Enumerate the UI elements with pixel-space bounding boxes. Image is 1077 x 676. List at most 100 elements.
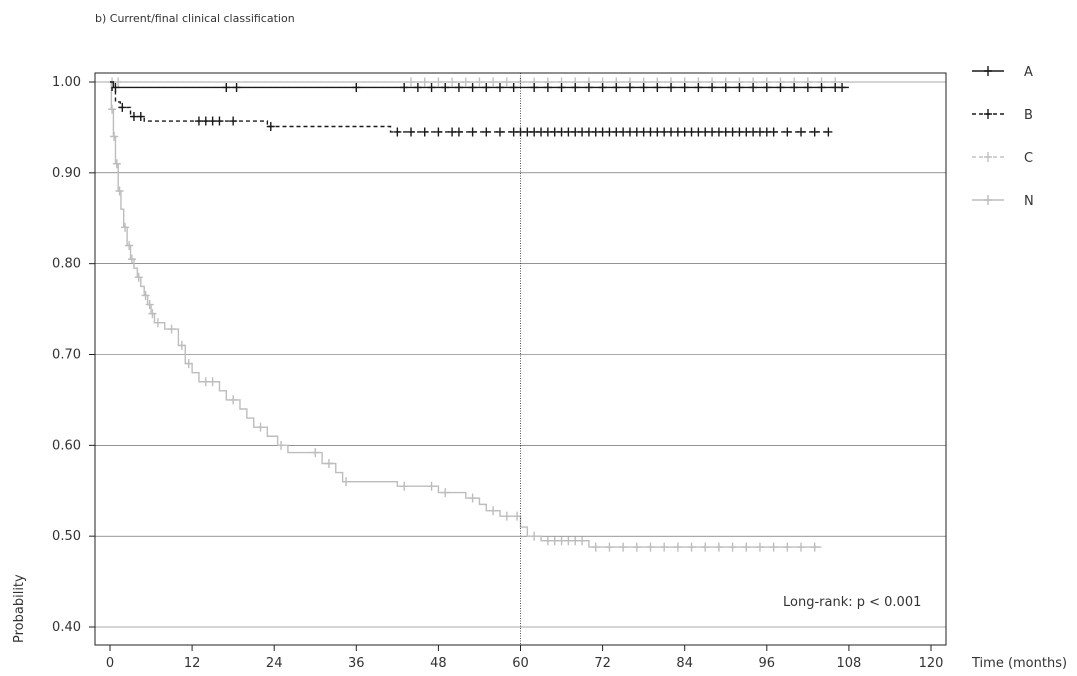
censor-mark [667, 127, 676, 137]
censor-mark [817, 82, 826, 92]
censor-mark [427, 82, 436, 92]
censor-mark [598, 82, 607, 92]
legend-item-a: A [972, 65, 1033, 80]
censor-mark [543, 127, 552, 137]
x-tick-label: 96 [759, 656, 776, 671]
censor-mark [342, 477, 351, 487]
censor-mark [728, 542, 737, 552]
x-tick-label: 60 [512, 656, 529, 671]
y-tick-label: 0.50 [52, 529, 81, 544]
censor-mark [145, 300, 154, 310]
censor-mark [564, 536, 573, 546]
censor-mark [530, 82, 539, 92]
censor-mark [352, 82, 361, 92]
censor-mark [660, 542, 669, 552]
long-rank-annotation: Long-rank: p < 0.001 [783, 595, 921, 610]
censor-mark [557, 82, 566, 92]
censor-mark [605, 127, 614, 137]
censor-mark [578, 536, 587, 546]
censor-mark [448, 127, 457, 137]
censor-mark [625, 82, 634, 92]
censor-mark [167, 324, 176, 334]
censor-mark [434, 127, 443, 137]
censor-mark [420, 127, 429, 137]
legend-marker [984, 66, 992, 76]
y-tick-label: 0.80 [52, 257, 81, 272]
censor-mark [215, 116, 224, 126]
censor-mark [324, 459, 333, 468]
censor-mark [619, 127, 628, 137]
x-tick-label: 12 [184, 656, 201, 671]
censor-mark [694, 82, 703, 92]
censor-mark [523, 127, 532, 137]
series-b [110, 81, 833, 137]
censor-mark [571, 127, 580, 137]
legend-item-b: B [972, 108, 1033, 123]
censor-mark [646, 127, 655, 137]
censor-mark [543, 82, 552, 92]
legend-marker [984, 195, 992, 205]
censor-mark [177, 340, 186, 350]
censor-mark [557, 127, 566, 137]
censor-mark [448, 77, 457, 87]
censor-mark [591, 542, 600, 552]
censor-mark [612, 82, 621, 92]
censor-mark [502, 511, 511, 521]
censor-mark [605, 542, 614, 552]
censor-mark [468, 82, 477, 92]
censor-mark [461, 77, 470, 87]
censor-mark [598, 127, 607, 137]
censor-mark [749, 127, 758, 137]
censor-mark [482, 82, 491, 92]
censor-mark [714, 542, 723, 552]
censor-mark [256, 422, 265, 432]
x-tick-label: 36 [348, 656, 365, 671]
survival-line-b [110, 81, 829, 133]
y-tick-label: 0.90 [52, 166, 81, 181]
censor-mark [413, 82, 422, 92]
legend-label: N [1024, 194, 1034, 209]
x-tick-label: 0 [106, 656, 114, 671]
censor-mark [653, 127, 662, 137]
censor-mark [728, 127, 737, 137]
censor-mark [797, 127, 806, 137]
x-axis-ticks: 0 12 24 36 48 60 72 84 96 108 120 [106, 645, 943, 671]
censor-mark [136, 112, 145, 122]
x-axis-label: Time (months) [971, 656, 1067, 671]
censor-mark [838, 82, 847, 92]
censor-mark [584, 82, 593, 92]
censor-mark [393, 127, 402, 137]
censor-mark [578, 127, 587, 137]
censor-mark [114, 77, 123, 87]
censor-mark [735, 82, 744, 92]
legend-item-n: N [972, 194, 1034, 209]
censor-mark [482, 127, 491, 137]
censor-mark [118, 102, 127, 112]
censor-mark [660, 127, 669, 137]
censor-mark [612, 127, 621, 137]
legend-marker [984, 109, 992, 119]
censor-mark [769, 542, 778, 552]
censor-mark [824, 127, 833, 137]
legend-marker [984, 152, 992, 162]
censor-mark [632, 542, 641, 552]
censor-mark [550, 127, 559, 137]
y-tick-label: 0.40 [52, 620, 81, 635]
censor-mark [125, 241, 134, 250]
censor-mark [208, 377, 217, 387]
survival-line-n [110, 81, 822, 548]
censor-mark [489, 506, 498, 516]
censor-mark [201, 377, 210, 387]
censor-mark [714, 127, 723, 137]
survival-line-a [110, 81, 849, 89]
censor-mark [509, 127, 518, 137]
censor-mark [129, 112, 138, 122]
censor-mark [420, 77, 429, 87]
censor-mark [687, 127, 696, 137]
censor-mark [148, 309, 157, 319]
censor-mark [708, 127, 717, 137]
legend-label: B [1024, 108, 1033, 123]
censor-mark [810, 542, 819, 552]
series-a [110, 81, 849, 92]
censor-mark [184, 359, 193, 369]
